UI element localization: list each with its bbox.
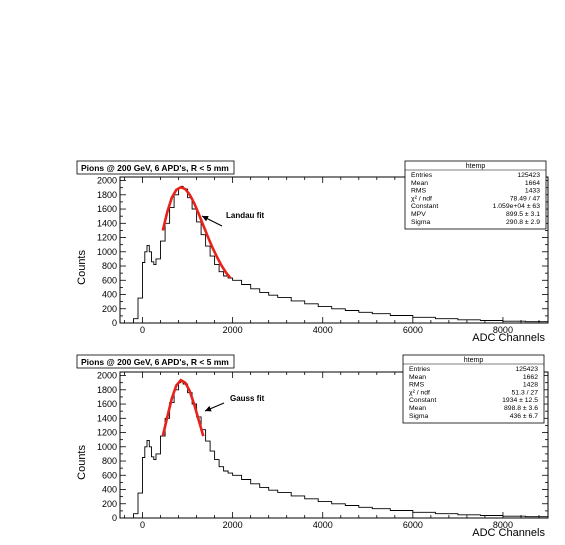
y-tick-label: 2000: [97, 371, 117, 381]
y-tick-label: 400: [102, 485, 117, 495]
y-tick-label: 200: [102, 499, 117, 509]
stats-value: 1433: [525, 188, 540, 195]
y-tick-label: 200: [102, 304, 117, 314]
x-tick-label: 2000: [223, 325, 243, 335]
stats-label: χ² / ndf: [411, 195, 432, 202]
y-tick-label: 1400: [97, 218, 117, 228]
x-tick-label: 4000: [313, 520, 333, 530]
stats-value: 1934 ± 12.5: [502, 397, 538, 404]
y-tick-label: 600: [102, 470, 117, 480]
stats-label: Constant: [409, 397, 436, 404]
stats-value: 1428: [523, 382, 538, 389]
y-tick-label: 1000: [97, 247, 117, 257]
y-tick-label: 1600: [97, 204, 117, 214]
stats-label: MPV: [411, 211, 426, 218]
stats-label: Mean: [411, 180, 428, 187]
stats-label: Mean: [409, 374, 426, 381]
x-tick-label: 4000: [313, 325, 333, 335]
plot-title: Pions @ 200 GeV, 6 APD's, R < 5 mm: [81, 163, 229, 173]
x-tick-label: 6000: [403, 325, 423, 335]
stats-value: 125423: [517, 172, 540, 179]
y-tick-label: 1400: [97, 413, 117, 423]
y-tick-label: 1800: [97, 385, 117, 395]
plot-title-box: Pions @ 200 GeV, 6 APD's, R < 5 mm: [76, 354, 235, 369]
stats-label: χ² / ndf: [409, 389, 430, 396]
x-axis-label: ADC Channels: [472, 332, 545, 344]
y-tick-label: 1000: [97, 442, 117, 452]
stats-value: 51.3 / 27: [512, 389, 539, 396]
stats-box: htemp Entries 125423 Mean 1664 RMS 1433 χ² / nd…: [404, 160, 547, 230]
y-tick-label: 0: [112, 318, 117, 328]
plot-frame: [119, 176, 549, 324]
stats-value: 1.059e+04 ± 63: [493, 203, 541, 210]
y-tick-label: 400: [102, 290, 117, 300]
stats-label: Constant: [411, 203, 438, 210]
stats-label: Entries: [409, 366, 431, 373]
y-tick-label: 800: [102, 261, 117, 271]
stats-value: 898.8 ± 3.6: [504, 405, 538, 412]
fit-curve: [161, 378, 205, 437]
y-tick-label: 600: [102, 275, 117, 285]
y-tick-label: 0: [112, 513, 117, 523]
stats-value: 436 ± 6.7: [510, 413, 539, 420]
x-tick-label: 0: [140, 325, 145, 335]
stats-value: 125423: [515, 366, 538, 373]
x-tick-label: 6000: [403, 520, 423, 530]
histogram-series: [129, 380, 549, 519]
y-tick-label: 1200: [97, 428, 117, 438]
y-tick-label: 1800: [97, 190, 117, 200]
stats-header: htemp: [466, 163, 486, 170]
plot-title: Pions @ 200 GeV, 6 APD's, R < 5 mm: [81, 357, 229, 367]
fit-curve: [161, 185, 232, 279]
stats-label: Sigma: [411, 219, 430, 226]
stats-value: 78.49 / 47: [510, 195, 540, 202]
y-axis-label: Counts: [76, 445, 88, 480]
stats-value: 899.5 ± 3.1: [506, 211, 540, 218]
stats-value: 1662: [523, 374, 538, 381]
y-tick-label: 800: [102, 456, 117, 466]
panel-2: 0 2000 4000 6000 8000 0 200 400 600 800 1000 1200 14…: [76, 354, 549, 539]
x-tick-label: 2000: [223, 520, 243, 530]
y-tick-label: 1200: [97, 233, 117, 243]
stats-label: RMS: [411, 188, 427, 195]
stats-label: Entries: [411, 172, 433, 179]
panel-1: 0 2000 4000 6000 8000 0 200 400 600 800 1000 1200 14…: [76, 160, 549, 344]
plot-frame: [119, 371, 549, 519]
y-tick-label: 2000: [97, 176, 117, 186]
fit-annotation-label: Landau fit: [226, 211, 265, 220]
x-tick-label: 0: [140, 520, 145, 530]
stats-value: 290.8 ± 2.9: [506, 219, 540, 226]
annotation-arrowhead: [205, 405, 212, 412]
y-axis-label: Counts: [76, 250, 88, 285]
x-tick-label: 8000: [493, 325, 513, 335]
y-tick-label: 1600: [97, 399, 117, 409]
stats-label: Mean: [409, 405, 426, 412]
stats-label: Sigma: [409, 413, 428, 420]
stats-box: htemp Entries 125423 Mean 1662 RMS 1428 χ² / nd…: [402, 354, 545, 424]
stats-label: RMS: [409, 382, 425, 389]
x-tick-label: 8000: [493, 520, 513, 530]
x-axis-label: ADC Channels: [472, 527, 545, 539]
annotation-arrowhead: [202, 216, 209, 222]
stats-header: htemp: [464, 357, 484, 364]
histogram-series: [129, 185, 549, 324]
stats-value: 1664: [525, 180, 540, 187]
fit-annotation-label: Gauss fit: [230, 394, 265, 403]
plot-title-box: Pions @ 200 GeV, 6 APD's, R < 5 mm: [76, 160, 235, 175]
